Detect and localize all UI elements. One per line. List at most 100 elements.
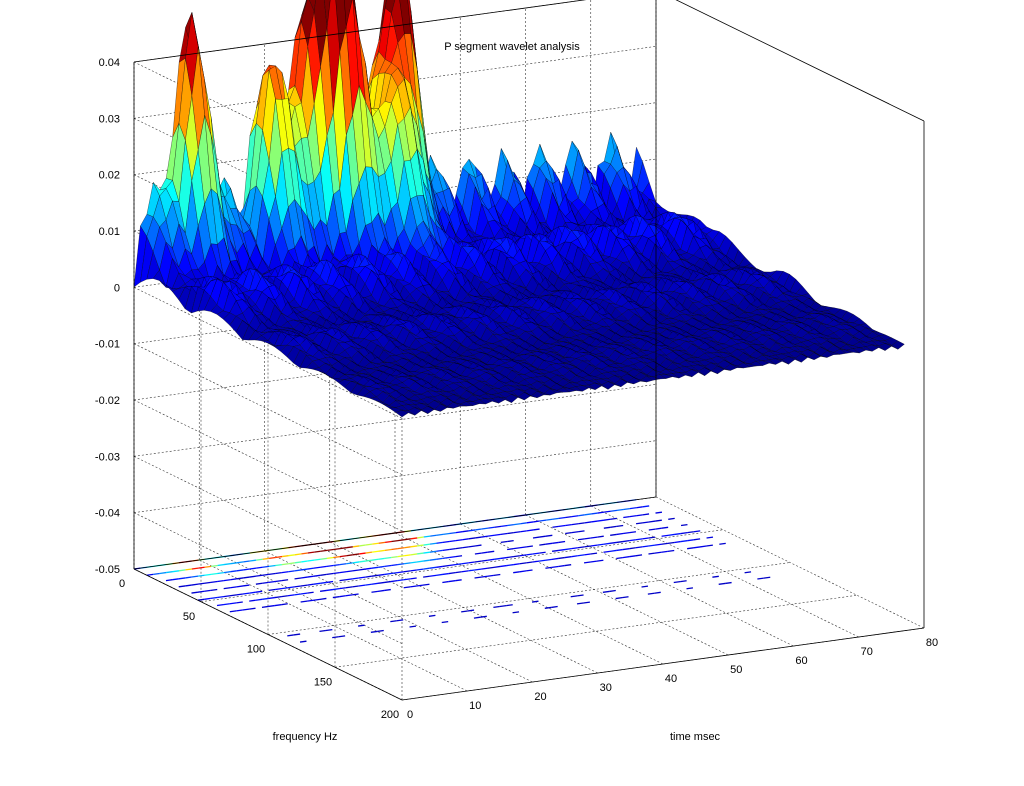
contour-line [551,557,559,560]
contour-line [217,595,224,599]
contour-line [365,559,373,562]
contour-line [680,540,688,543]
contour-line [403,562,411,565]
contour-line [370,630,378,633]
contour-line [500,556,508,560]
contour-line [365,583,372,586]
contour-line [229,610,237,613]
contour-line [423,551,431,554]
contour-line [578,530,585,533]
contour-line [365,543,373,546]
contour-line [262,573,269,576]
contour-line [623,507,630,511]
contour-line [211,564,218,567]
contour-line [488,526,495,529]
contour-line [300,600,308,603]
contour-line [204,581,212,584]
contour-line [526,521,534,524]
contour-line [461,562,469,565]
contour-line [462,538,469,541]
contour-line [578,514,585,517]
contour-line [507,531,514,535]
contour-line [339,571,347,574]
contour-line [338,635,346,638]
contour-line [210,580,218,584]
contour-line [622,548,630,551]
contour-line [314,550,321,553]
contour-line [301,552,308,555]
contour-line [487,566,495,569]
contour-line [558,564,565,568]
contour-line [475,528,482,531]
contour-line [712,575,719,578]
contour-line [551,565,559,568]
contour-line [449,547,456,551]
contour-line [223,579,231,582]
surface-patch [344,0,353,27]
contour-line [455,547,463,550]
contour-line [648,544,656,547]
contour-line [693,546,701,549]
x-tick-label: 200 [381,709,399,721]
contour-line [281,595,288,598]
contour-line [332,596,340,599]
contour-line [655,511,663,514]
contour-line [365,551,373,554]
contour-line [301,560,308,563]
contour-line [294,585,301,588]
contour-line [655,519,662,522]
contour-line [262,597,269,600]
contour-line [570,595,578,598]
contour-line [229,594,237,597]
contour-line [313,582,321,585]
contour-line [255,582,263,585]
contour-line [307,551,315,554]
contour-line [410,545,418,548]
contour-line [377,581,385,584]
contour-line [300,584,308,587]
contour-line [307,567,315,570]
axis-edge [401,627,925,701]
contour-line [404,546,411,549]
contour-layer [133,499,771,643]
contour-line [474,560,482,563]
contour-line [603,550,611,553]
contour-line [480,615,487,618]
contour-line [616,508,624,512]
contour-line [725,581,732,585]
contour-line [500,540,508,544]
contour-line [686,587,694,590]
contour-line [565,531,572,535]
contour-line [597,519,605,522]
contour-line [654,591,661,594]
contour-line [494,533,502,536]
contour-line [610,533,617,536]
contour-line [300,592,308,595]
contour-line [661,542,668,545]
contour-line [590,544,598,547]
contour-line [423,543,431,546]
contour-line [718,582,726,585]
contour-line [319,589,327,592]
contour-line [410,537,418,540]
x-tick-label: 0 [119,578,125,590]
contour-line [326,572,334,576]
contour-line [417,536,424,539]
contour-line [576,602,584,605]
contour-line [378,557,385,560]
contour-line [577,594,584,597]
contour-line [604,510,611,513]
contour-line [622,596,629,599]
tick-labels: 0.04 0.03 0.02 0.01 0 -0.01 -0.02 -0.03 -0.04 -0.… [95,57,938,721]
contour-line [506,604,513,607]
contour-line [609,589,616,593]
contour-line [513,555,520,558]
contour-line [558,556,565,560]
contour-line [287,586,295,589]
contour-line [552,525,559,528]
contour-line [229,602,237,605]
y-tick-label: 60 [795,655,807,667]
contour-line [261,605,269,608]
contour-line [390,620,397,623]
contour-line [377,589,385,592]
